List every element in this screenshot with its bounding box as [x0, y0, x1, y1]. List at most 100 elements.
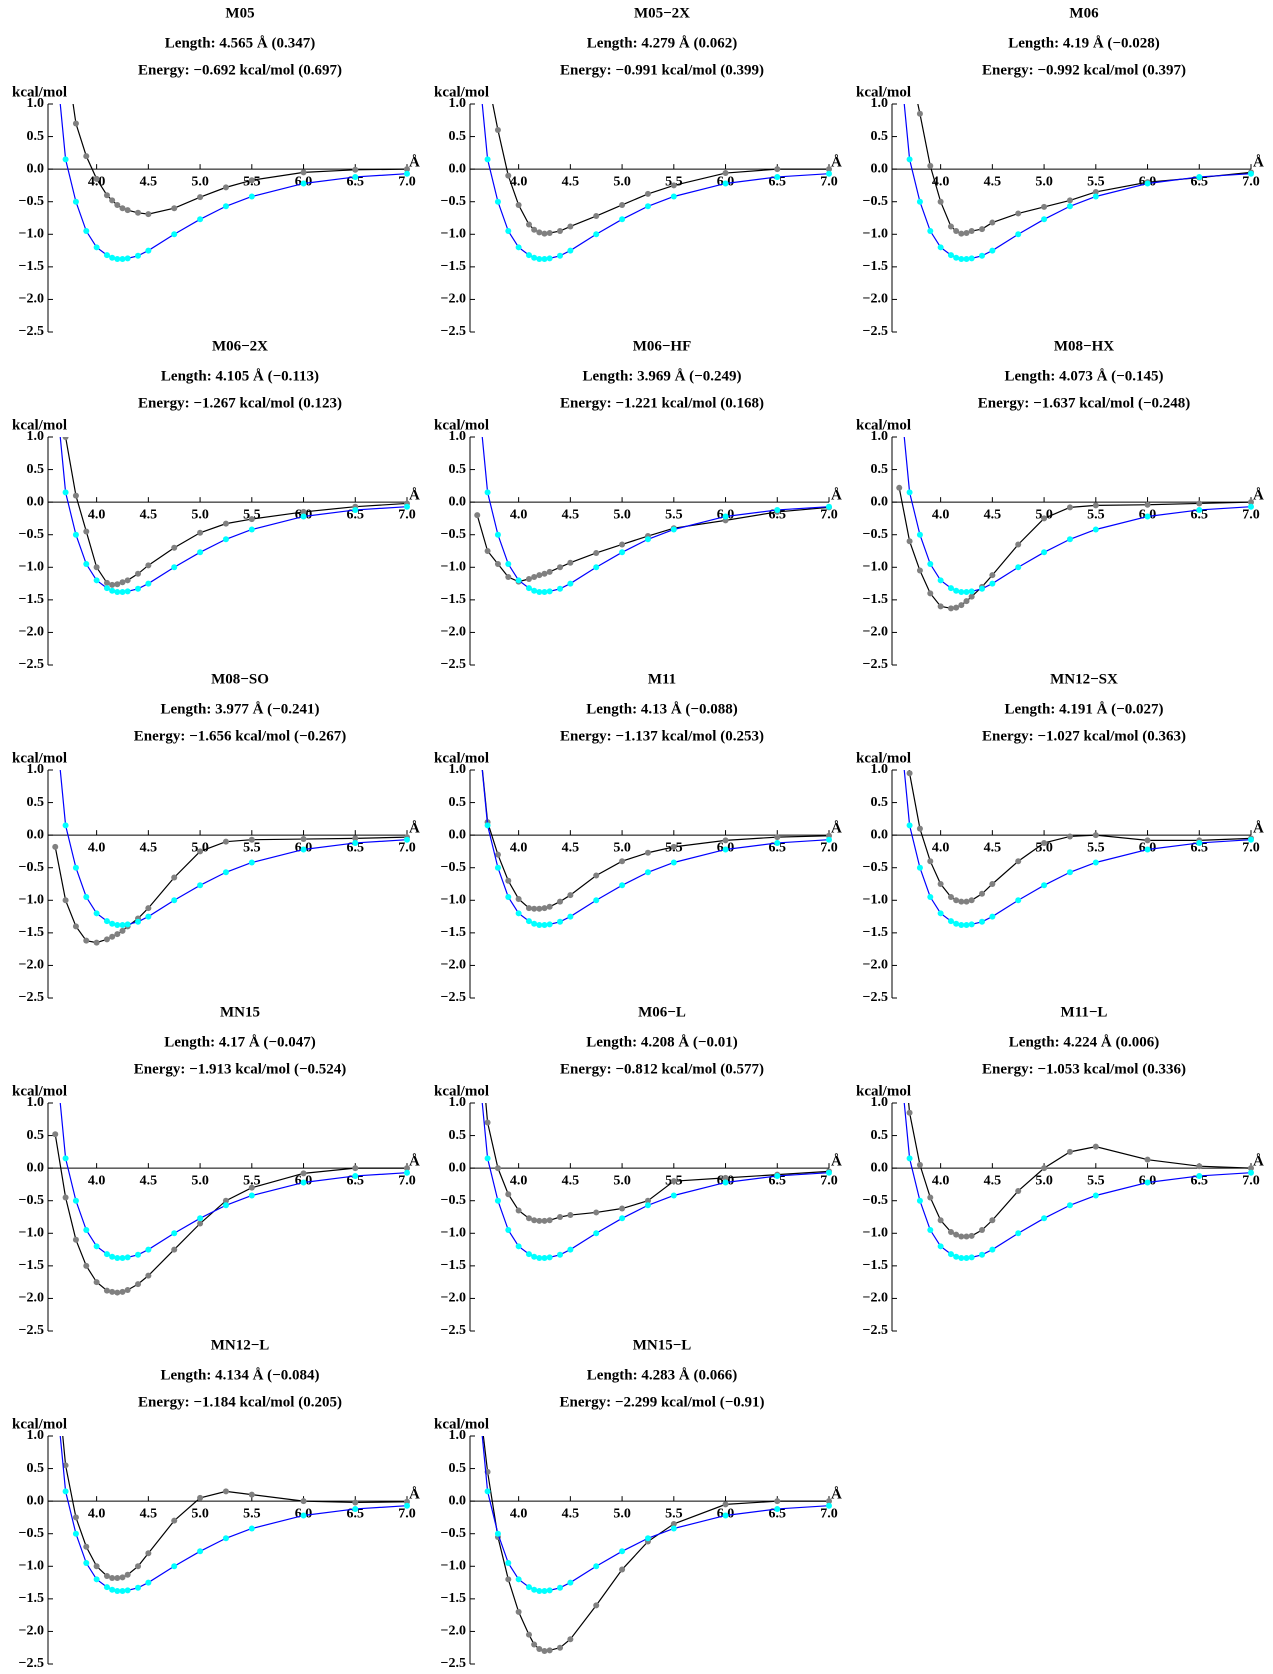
chart-subtitle: Energy: −1.221 kcal/mol (0.168) — [560, 395, 764, 411]
series — [481, 1103, 832, 1262]
point — [93, 1563, 100, 1570]
chart-subtitle: Length: 3.969 Å (−0.249) — [583, 368, 742, 384]
chart-title: M06−HF — [633, 338, 692, 354]
chart-subtitle: Length: 4.105 Å (−0.113) — [161, 368, 319, 384]
point — [567, 247, 574, 254]
point — [826, 166, 832, 173]
point — [515, 910, 522, 917]
chart-subtitle: Length: 4.283 Å (0.066) — [587, 1367, 737, 1383]
y-tick-label: −1.5 — [19, 925, 44, 940]
point — [404, 836, 410, 843]
point — [103, 579, 110, 586]
x-tick-label: 4.0 — [510, 840, 528, 855]
point — [906, 770, 913, 777]
y-tick-label: −1.0 — [19, 1559, 44, 1574]
point — [1092, 832, 1099, 839]
point — [109, 254, 116, 261]
x-axis-label: Å — [1253, 488, 1264, 504]
y-tick-label: −1.0 — [19, 1226, 44, 1241]
y-tick-label: −0.5 — [19, 1526, 44, 1541]
point — [171, 897, 178, 904]
point — [1196, 173, 1203, 180]
point — [826, 170, 832, 177]
series — [62, 1436, 410, 1582]
chart-subtitle: Length: 4.19 Å (−0.028) — [1008, 35, 1159, 51]
y-tick-label: 0.5 — [449, 1128, 467, 1143]
point — [937, 1217, 944, 1224]
panel: MN12−L Length: 4.134 Å (−0.084) Energy: −1… — [12, 1337, 420, 1671]
chart-subtitle: Energy: −1.637 kcal/mol (−0.248) — [978, 395, 1191, 411]
point — [300, 513, 307, 520]
y-axis-label: kcal/mol — [856, 750, 911, 766]
y-tick-label: −1.5 — [19, 592, 44, 607]
point — [968, 228, 975, 235]
y-axis-label: kcal/mol — [856, 1083, 911, 1099]
point — [505, 574, 512, 581]
x-tick-label: 7.0 — [1242, 507, 1260, 522]
point — [953, 254, 960, 261]
y-tick-label: −2.0 — [441, 1624, 466, 1639]
point — [947, 252, 954, 259]
x-tick-label: 7.0 — [820, 174, 838, 189]
y-tick-label: −1.5 — [863, 1258, 888, 1273]
point — [124, 921, 131, 928]
point — [352, 173, 359, 180]
point — [474, 715, 480, 721]
point — [1066, 869, 1073, 876]
x-tick-label: 4.5 — [140, 1173, 158, 1188]
point — [541, 905, 548, 912]
point — [644, 1197, 651, 1204]
point — [352, 506, 359, 513]
panel: M06−2X Length: 4.105 Å (−0.113) Energy: −1… — [12, 338, 420, 672]
curve — [62, 1436, 408, 1579]
chart-subtitle: Energy: −1.137 kcal/mol (0.253) — [560, 728, 764, 744]
x-tick-label: 4.5 — [140, 174, 158, 189]
point — [62, 822, 69, 829]
point — [989, 219, 996, 226]
y-axis-label: kcal/mol — [856, 417, 911, 433]
point — [119, 1288, 126, 1295]
point — [1041, 839, 1048, 846]
point — [222, 1202, 229, 1209]
point — [525, 252, 532, 259]
point — [953, 587, 960, 594]
panel: MN12−SX Length: 4.191 Å (−0.027) Energy: −… — [856, 671, 1264, 1005]
point — [722, 1179, 729, 1186]
point — [644, 1202, 651, 1209]
point — [541, 1255, 548, 1262]
point — [505, 1576, 512, 1583]
point — [546, 903, 553, 910]
point — [536, 1646, 543, 1653]
point — [906, 1109, 913, 1116]
point — [515, 895, 522, 902]
point — [557, 1584, 564, 1591]
y-tick-label: 1.0 — [27, 96, 45, 111]
point — [541, 1217, 548, 1224]
y-tick-label: 0.5 — [449, 129, 467, 144]
point — [906, 156, 913, 163]
point — [300, 846, 307, 853]
y-tick-label: −0.5 — [19, 1193, 44, 1208]
x-tick-label: 4.0 — [932, 1173, 950, 1188]
point — [546, 1254, 553, 1261]
point — [83, 1543, 90, 1550]
series — [916, 104, 1254, 237]
point — [896, 1002, 902, 1008]
point — [644, 1535, 651, 1542]
point — [63, 49, 69, 55]
chart-title: M08−HX — [1054, 338, 1114, 354]
x-tick-label: 5.5 — [243, 1173, 261, 1188]
point — [927, 894, 934, 901]
point — [484, 156, 491, 163]
chart-subtitle: Energy: −1.053 kcal/mol (0.336) — [982, 1061, 1186, 1077]
y-tick-label: −2.5 — [441, 324, 466, 339]
point — [352, 1505, 359, 1512]
point — [119, 1574, 126, 1581]
point — [937, 198, 944, 205]
x-tick-label: 5.5 — [243, 1506, 261, 1521]
curve — [64, 437, 408, 586]
point — [593, 564, 600, 571]
point — [135, 252, 142, 259]
panel: M08−SO Length: 3.977 Å (−0.241) Energy: −1… — [12, 671, 420, 1005]
